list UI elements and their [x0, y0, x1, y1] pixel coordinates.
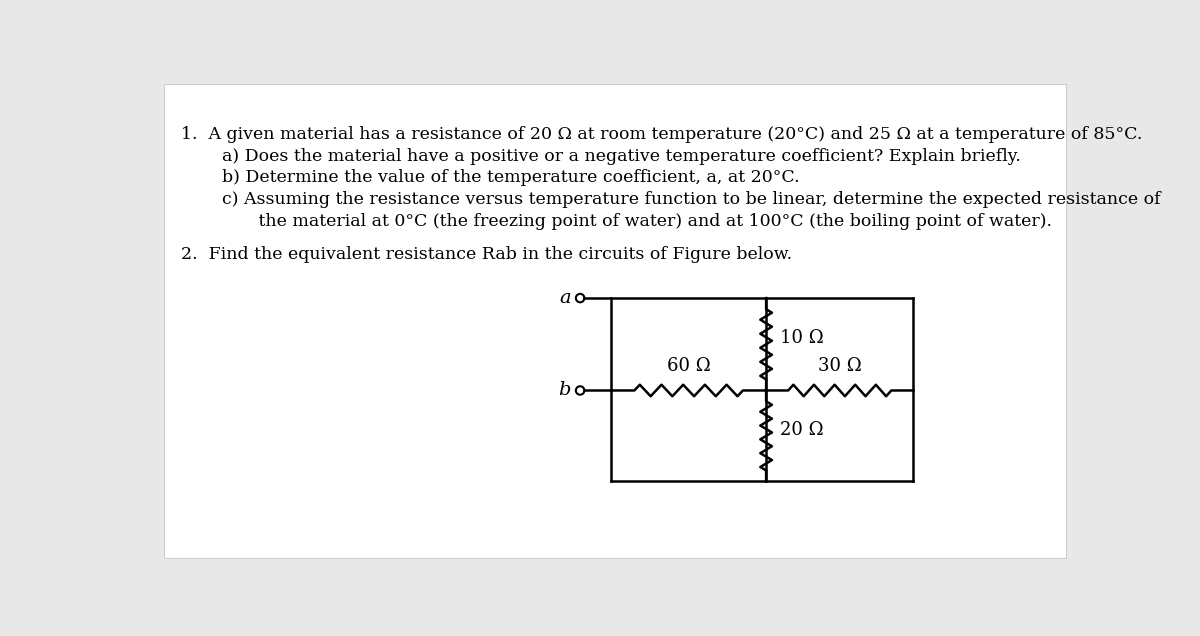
Text: b) Determine the value of the temperature coefficient, a, at 20°C.: b) Determine the value of the temperatur…	[200, 169, 800, 186]
Text: the material at 0°C (the freezing point of water) and at 100°C (the boiling poin: the material at 0°C (the freezing point …	[220, 214, 1051, 230]
Text: 2.  Find the equivalent resistance Rab in the circuits of Figure below.: 2. Find the equivalent resistance Rab in…	[181, 246, 792, 263]
Text: c) Assuming the resistance versus temperature function to be linear, determine t: c) Assuming the resistance versus temper…	[200, 191, 1162, 209]
Text: 1.  A given material has a resistance of 20 Ω at room temperature (20°C) and 25 : 1. A given material has a resistance of …	[181, 125, 1142, 142]
Text: 10 Ω: 10 Ω	[780, 329, 824, 347]
Text: b: b	[558, 382, 571, 399]
Text: 20 Ω: 20 Ω	[780, 421, 823, 439]
Text: 30 Ω: 30 Ω	[818, 357, 862, 375]
Text: a: a	[559, 289, 571, 307]
Text: a) Does the material have a positive or a negative temperature coefficient? Expl: a) Does the material have a positive or …	[200, 148, 1021, 165]
Text: 60 Ω: 60 Ω	[667, 357, 710, 375]
FancyBboxPatch shape	[164, 84, 1066, 558]
